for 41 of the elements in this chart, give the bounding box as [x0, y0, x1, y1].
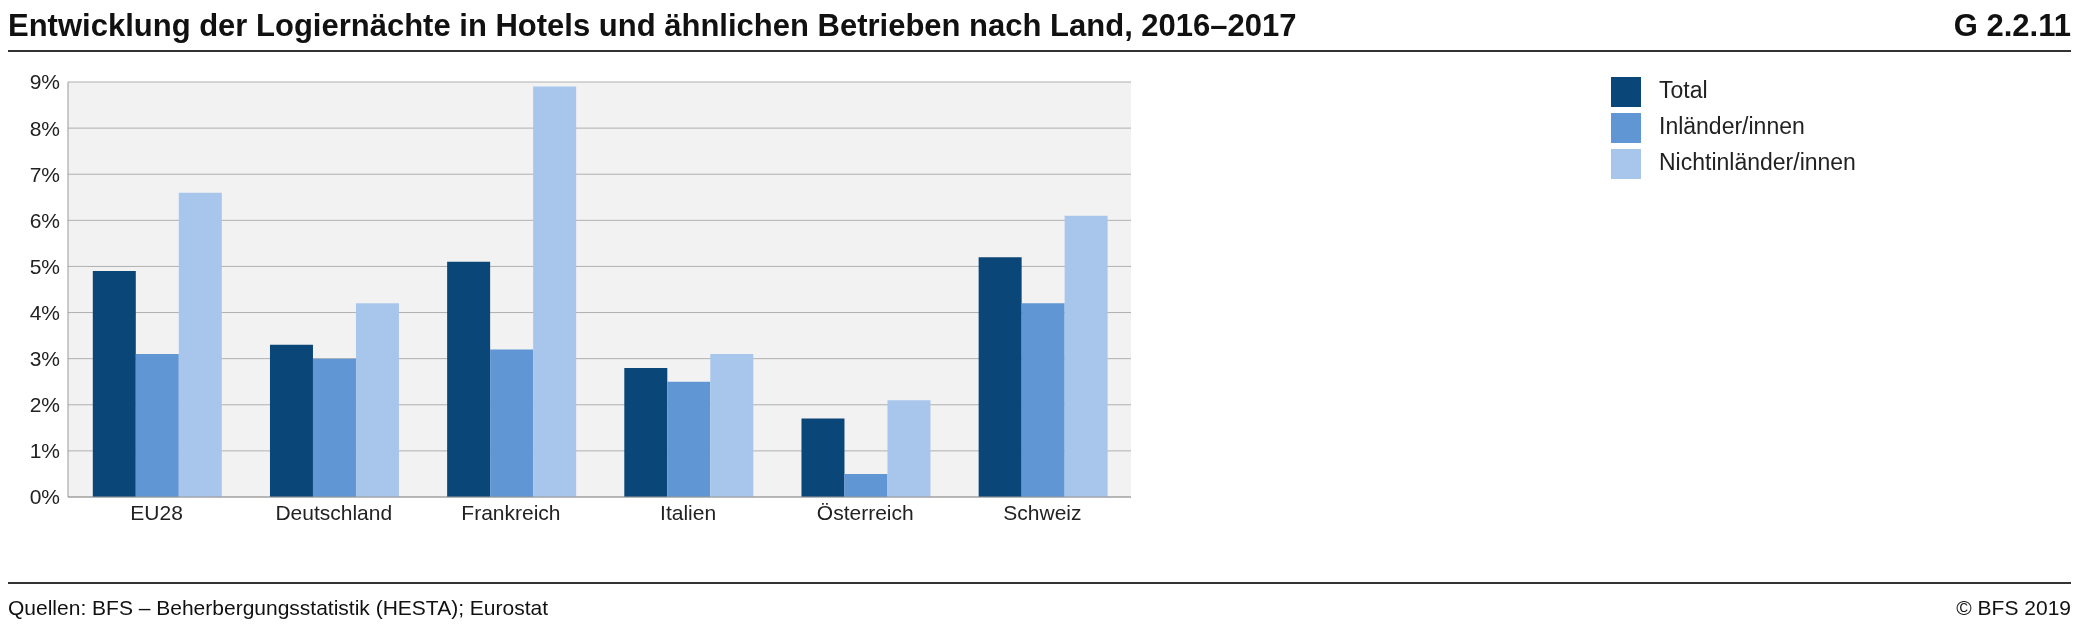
bar — [978, 257, 1022, 497]
text: © BFS 2019 — [1956, 596, 2071, 620]
bar — [92, 271, 136, 497]
bar — [447, 261, 491, 497]
x-tick-label: Frankreich — [461, 500, 561, 524]
bar — [490, 349, 534, 497]
legend-label: Total — [1659, 77, 1708, 103]
y-tick-label: 6% — [29, 208, 60, 232]
y-tick-label: 4% — [29, 301, 60, 325]
bar — [801, 418, 845, 497]
y-tick-label: 2% — [29, 393, 60, 417]
y-tick-label: 5% — [29, 254, 60, 278]
text: G 2.2.11 — [1953, 8, 2071, 44]
bar — [355, 303, 399, 497]
legend-label: Nichtinländer/innen — [1659, 149, 1856, 175]
bar — [178, 192, 222, 497]
bar — [1021, 303, 1065, 497]
bar — [667, 381, 711, 497]
source-note: Quellen: BFS – Beherbergungsstatistik (HESTA); Eurostat — [8, 596, 549, 620]
bar — [710, 354, 754, 497]
x-tick-label: Deutschland — [275, 500, 393, 524]
bar — [135, 354, 179, 497]
bar — [887, 400, 931, 497]
chart-title: Entwicklung der Logiernächte in Hotels und ähnlichen Betrieben nach Land, 2016–2017 — [8, 8, 1297, 44]
x-tick-label: Italien — [660, 500, 717, 524]
y-tick-label: 7% — [29, 162, 60, 186]
x-tick-label: EU28 — [130, 500, 183, 524]
bar — [533, 86, 577, 497]
y-tick-label: 1% — [29, 439, 60, 463]
x-tick-label: Österreich — [816, 500, 914, 524]
bar — [844, 473, 888, 497]
y-tick-label: 9% — [29, 70, 60, 94]
legend-label: Inländer/innen — [1659, 113, 1805, 139]
y-tick-label: 0% — [29, 485, 60, 509]
bar — [1064, 215, 1108, 497]
y-tick-label: 8% — [29, 116, 60, 140]
bar — [312, 358, 356, 497]
x-tick-label: Schweiz — [1003, 500, 1082, 524]
y-tick-label: 3% — [29, 347, 60, 371]
bar — [269, 344, 313, 497]
bar — [624, 367, 668, 497]
